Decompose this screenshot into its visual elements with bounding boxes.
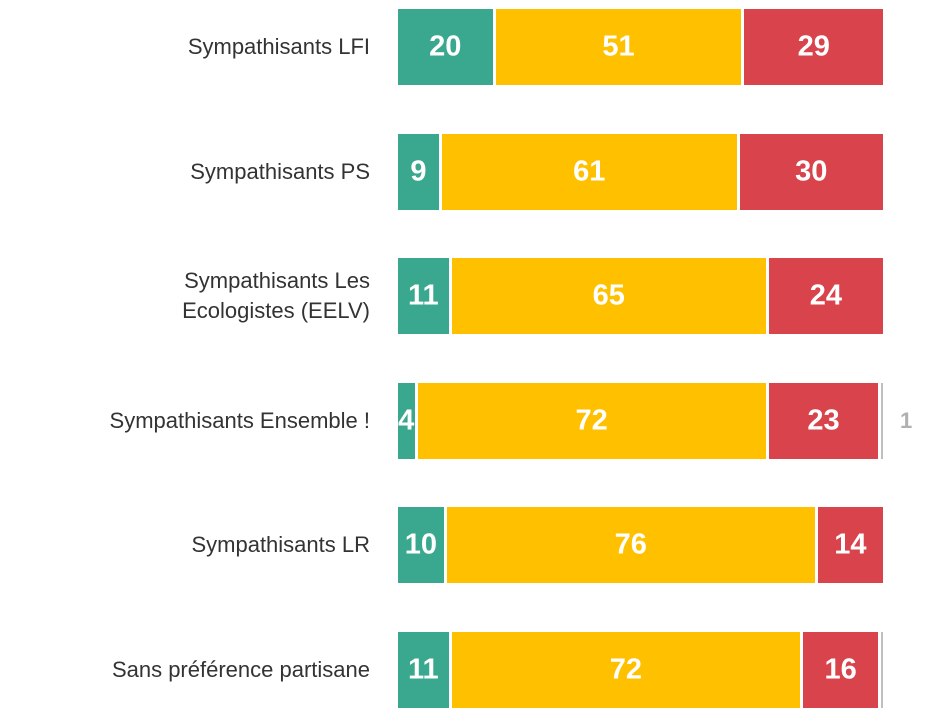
category-label: Sympathisants LR bbox=[191, 532, 370, 558]
category-label: Sans préférence partisane bbox=[111, 657, 370, 682]
value-label: 24 bbox=[809, 279, 843, 312]
value-label: 16 bbox=[824, 653, 857, 686]
category-label: Sympathisants PS bbox=[190, 158, 370, 184]
value-label: 4 bbox=[398, 404, 415, 437]
category-label: Sympathisants Les Ecologistes (EELV) bbox=[182, 268, 370, 324]
bar-segment bbox=[744, 9, 883, 85]
bar-segment bbox=[398, 632, 449, 708]
category-label: Sympathisants Ensemble ! bbox=[109, 407, 370, 433]
bar-segment bbox=[739, 133, 883, 210]
bar-segment bbox=[398, 258, 449, 335]
value-label: 11 bbox=[407, 653, 439, 686]
bar-segment bbox=[881, 632, 884, 708]
value-label: 29 bbox=[797, 30, 830, 63]
bar-segment bbox=[803, 632, 879, 708]
value-label: 9 bbox=[410, 155, 427, 188]
bar-segment bbox=[441, 133, 737, 210]
category-label: Sympathisants LFI bbox=[187, 34, 370, 59]
value-label: 51 bbox=[602, 30, 635, 63]
value-label: 72 bbox=[609, 653, 642, 686]
value-label: 72 bbox=[575, 404, 608, 437]
bar-segment bbox=[398, 382, 415, 459]
bar-segment bbox=[417, 382, 766, 459]
bar-segment bbox=[446, 507, 815, 584]
value-label: 20 bbox=[429, 30, 462, 63]
value-label: 76 bbox=[614, 528, 647, 561]
bar-segment bbox=[817, 507, 883, 584]
bar-segment bbox=[398, 507, 444, 584]
value-label: 1 bbox=[900, 407, 913, 433]
bar-segment bbox=[768, 258, 883, 335]
value-label: 61 bbox=[573, 155, 606, 188]
bar-segment bbox=[398, 133, 439, 210]
bar-segment bbox=[451, 258, 766, 335]
bar-segment bbox=[881, 382, 884, 459]
value-label: 11 bbox=[407, 279, 439, 312]
value-label: 14 bbox=[834, 528, 867, 561]
value-label: 30 bbox=[795, 155, 828, 188]
bar-segment bbox=[768, 382, 879, 459]
value-label: 23 bbox=[807, 404, 840, 437]
value-label: 10 bbox=[404, 528, 438, 561]
bar-segment bbox=[495, 9, 742, 85]
bar-segment bbox=[398, 9, 493, 85]
value-label: 65 bbox=[592, 279, 625, 312]
bar-segment bbox=[451, 632, 801, 708]
